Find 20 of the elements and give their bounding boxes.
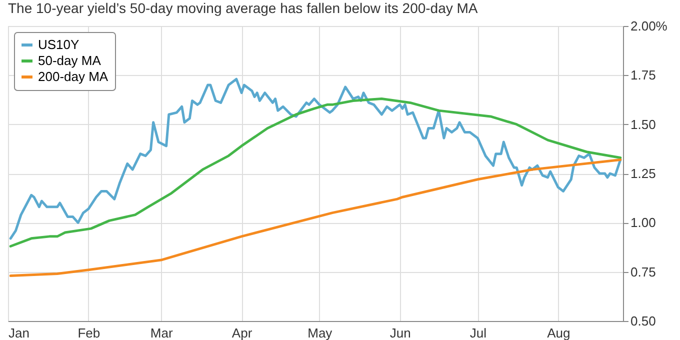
y-tick-label: 1.00 (630, 215, 656, 230)
y-tick-label: 0.50 (630, 314, 656, 328)
legend-label: 50-day MA (38, 53, 102, 68)
x-tick-label: Mar (150, 326, 174, 340)
x-tick-label: Aug (547, 326, 570, 340)
y-tick-label: 1.75 (630, 68, 656, 83)
y-tick-label: 0.75 (630, 264, 656, 280)
x-tick-label: Jan (8, 326, 30, 340)
line-series (9, 98, 622, 248)
x-tick-label: Jul (470, 326, 487, 340)
legend-label: US10Y (38, 37, 80, 52)
y-tick-label: 1.25 (630, 166, 656, 181)
x-tick-label: May (308, 326, 333, 340)
y-tick-label: 2.00% (630, 18, 668, 34)
chart-subtitle: The 10-year yield’s 50-day moving average has fallen below its 200-day MA (8, 0, 478, 16)
legend-label: 200-day MA (38, 69, 108, 84)
y-tick-label: 1.50 (630, 116, 656, 132)
x-tick-label: Jun (390, 326, 411, 340)
x-tick-label: Feb (78, 326, 100, 340)
x-tick-label: Apr (232, 326, 253, 340)
